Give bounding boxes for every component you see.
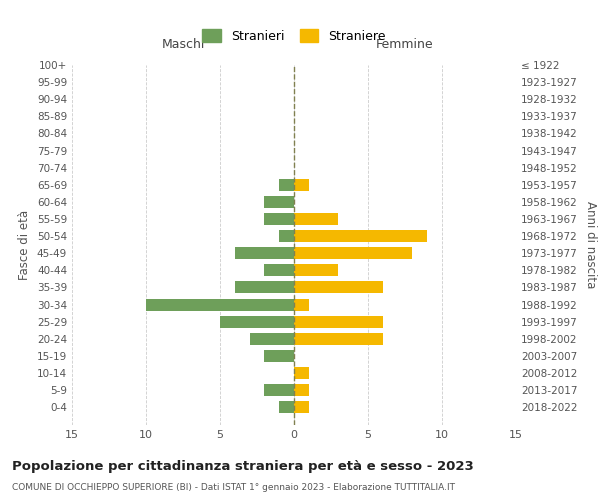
Bar: [279, 402, 294, 413]
Bar: [294, 298, 309, 310]
Bar: [294, 213, 338, 225]
Bar: [294, 384, 309, 396]
Bar: [294, 179, 309, 191]
Bar: [146, 298, 294, 310]
Text: COMUNE DI OCCHIEPPO SUPERIORE (BI) - Dati ISTAT 1° gennaio 2023 - Elaborazione T: COMUNE DI OCCHIEPPO SUPERIORE (BI) - Dat…: [12, 484, 455, 492]
Legend: Stranieri, Straniere: Stranieri, Straniere: [197, 24, 391, 48]
Y-axis label: Anni di nascita: Anni di nascita: [584, 202, 597, 288]
Text: Popolazione per cittadinanza straniera per età e sesso - 2023: Popolazione per cittadinanza straniera p…: [12, 460, 474, 473]
Bar: [279, 179, 294, 191]
Bar: [294, 264, 338, 276]
Bar: [294, 367, 309, 379]
Bar: [235, 282, 294, 294]
Bar: [294, 402, 309, 413]
Bar: [265, 350, 294, 362]
Bar: [250, 333, 294, 345]
Bar: [294, 248, 412, 259]
Bar: [235, 248, 294, 259]
Bar: [265, 384, 294, 396]
Bar: [265, 264, 294, 276]
Bar: [294, 316, 383, 328]
Bar: [294, 333, 383, 345]
Text: Maschi: Maschi: [161, 38, 205, 52]
Bar: [279, 230, 294, 242]
Text: Femmine: Femmine: [376, 38, 434, 52]
Y-axis label: Fasce di età: Fasce di età: [19, 210, 31, 280]
Bar: [265, 213, 294, 225]
Bar: [294, 282, 383, 294]
Bar: [294, 230, 427, 242]
Bar: [220, 316, 294, 328]
Bar: [265, 196, 294, 208]
